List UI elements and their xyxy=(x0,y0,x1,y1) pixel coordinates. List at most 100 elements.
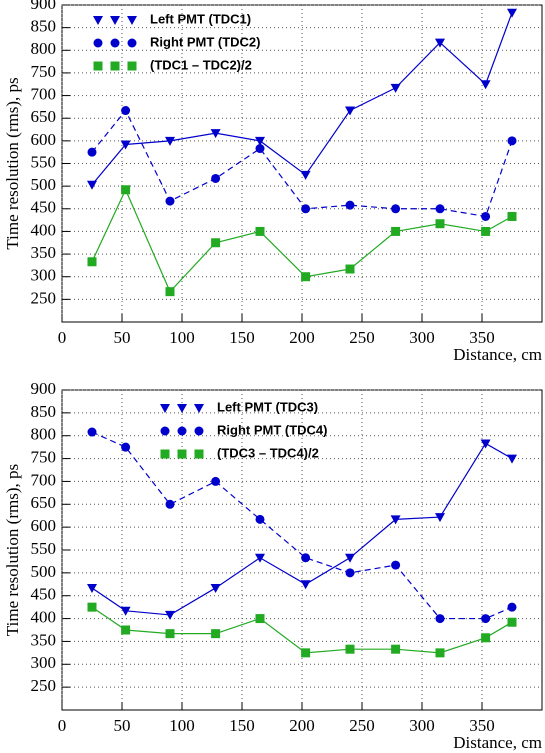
marker-triangle xyxy=(435,513,445,523)
marker-circle xyxy=(345,568,355,578)
marker-circle xyxy=(121,106,131,116)
y-tick-label: 750 xyxy=(31,62,57,81)
y-tick-label: 650 xyxy=(31,107,57,126)
legend-marker xyxy=(127,16,137,25)
marker-square xyxy=(481,226,491,236)
x-tick-label: 300 xyxy=(409,328,435,347)
y-tick-label: 650 xyxy=(31,493,57,512)
marker-circle xyxy=(391,204,401,214)
x-tick-label: 200 xyxy=(289,716,315,735)
x-tick-label: 0 xyxy=(58,328,67,347)
marker-circle xyxy=(211,173,221,183)
marker-square xyxy=(87,257,97,267)
legend-marker xyxy=(194,426,204,436)
marker-circle xyxy=(481,211,491,221)
marker-square xyxy=(87,602,97,612)
marker-square xyxy=(435,648,445,658)
y-tick-label: 700 xyxy=(31,470,57,489)
marker-square xyxy=(301,648,311,658)
legend-marker xyxy=(110,61,120,71)
x-tick-label: 250 xyxy=(349,328,375,347)
marker-square xyxy=(211,629,221,639)
marker-triangle xyxy=(165,610,175,620)
marker-circle xyxy=(301,204,311,214)
y-axis-label: Time resolution (rms), ps xyxy=(3,464,22,636)
marker-triangle xyxy=(480,439,491,449)
legend-label: Left PMT (TDC1) xyxy=(150,11,251,26)
y-axis-label: Time resolution (rms), ps xyxy=(3,77,22,249)
marker-square xyxy=(121,185,131,195)
marker-square xyxy=(165,287,175,297)
marker-triangle xyxy=(390,515,401,525)
y-tick-label: 850 xyxy=(31,17,57,36)
y-tick-label: 300 xyxy=(31,653,57,672)
legend-marker xyxy=(194,449,204,459)
y-tick-label: 850 xyxy=(31,402,57,421)
legend-label: Right PMT (TDC4) xyxy=(217,422,327,437)
y-tick-label: 250 xyxy=(31,288,57,307)
y-tick-label: 550 xyxy=(31,539,57,558)
x-tick-label: 200 xyxy=(289,328,315,347)
marker-square xyxy=(345,264,355,274)
y-tick-label: 700 xyxy=(31,84,57,103)
marker-circle xyxy=(165,499,175,509)
y-tick-label: 550 xyxy=(31,152,57,171)
x-axis-label: Distance, cm xyxy=(453,345,542,364)
marker-square xyxy=(435,219,445,229)
y-tick-label: 500 xyxy=(31,562,57,581)
legend-marker xyxy=(160,449,170,459)
marker-triangle xyxy=(120,140,131,150)
x-tick-label: 0 xyxy=(58,716,67,735)
y-tick-label: 800 xyxy=(31,425,57,444)
x-tick-label: 350 xyxy=(469,716,495,735)
y-tick-label: 400 xyxy=(31,607,57,626)
x-tick-label: 350 xyxy=(469,328,495,347)
marker-circle xyxy=(435,614,445,624)
series-line xyxy=(91,431,513,620)
marker-square xyxy=(391,226,401,236)
y-tick-label: 300 xyxy=(31,266,57,285)
marker-triangle xyxy=(345,553,355,563)
marker-circle xyxy=(255,514,265,524)
x-axis-label: Distance, cm xyxy=(453,733,542,752)
marker-triangle xyxy=(165,136,175,146)
marker-square xyxy=(507,617,517,627)
legend-marker xyxy=(177,404,187,413)
legend-marker xyxy=(93,16,103,25)
legend-marker xyxy=(93,38,103,48)
marker-triangle xyxy=(390,83,401,93)
x-tick-label: 150 xyxy=(229,328,255,347)
marker-square xyxy=(507,211,517,221)
marker-triangle xyxy=(87,583,97,593)
x-tick-label: 50 xyxy=(114,716,131,735)
legend-marker xyxy=(160,404,170,413)
marker-circle xyxy=(507,602,517,612)
marker-triangle xyxy=(120,606,131,616)
legend-marker xyxy=(93,61,103,71)
y-tick-label: 900 xyxy=(31,0,57,13)
marker-triangle xyxy=(507,8,517,18)
marker-square xyxy=(391,644,401,654)
x-tick-label: 150 xyxy=(229,716,255,735)
marker-square xyxy=(255,226,265,236)
legend-label: Right PMT (TDC2) xyxy=(150,34,260,49)
marker-triangle xyxy=(480,80,491,90)
legend-label: Left PMT (TDC3) xyxy=(217,399,318,414)
y-tick-label: 450 xyxy=(31,585,57,604)
series-line xyxy=(91,442,513,616)
legend-marker xyxy=(194,404,204,413)
legend-label: (TDC1 – TDC2)/2 xyxy=(150,57,252,72)
marker-triangle xyxy=(435,38,445,48)
legend-label: (TDC3 – TDC4)/2 xyxy=(217,445,319,460)
marker-circle xyxy=(211,476,221,486)
marker-triangle xyxy=(210,129,221,139)
legend-marker xyxy=(177,449,187,459)
y-tick-label: 450 xyxy=(31,198,57,217)
y-tick-label: 750 xyxy=(31,447,57,466)
marker-circle xyxy=(435,204,445,214)
marker-triangle xyxy=(507,454,517,464)
x-tick-label: 250 xyxy=(349,716,375,735)
marker-triangle xyxy=(345,106,355,116)
y-tick-label: 400 xyxy=(31,220,57,239)
